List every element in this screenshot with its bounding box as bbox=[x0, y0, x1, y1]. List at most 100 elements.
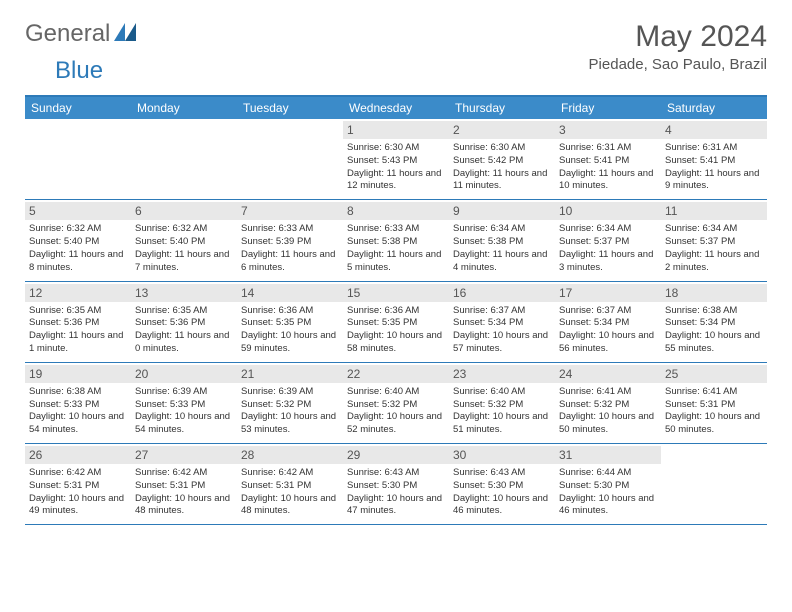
date-number: 18 bbox=[661, 284, 767, 302]
logo-icon bbox=[114, 20, 136, 48]
logo-text-2: Blue bbox=[55, 57, 103, 84]
logo-text-1: General bbox=[25, 20, 110, 48]
date-number: 21 bbox=[237, 365, 343, 383]
month-title: May 2024 bbox=[589, 20, 767, 54]
day-info: Sunrise: 6:42 AMSunset: 5:31 PMDaylight:… bbox=[241, 467, 339, 518]
date-number: 23 bbox=[449, 365, 555, 383]
calendar-cell: 22 Sunrise: 6:40 AMSunset: 5:32 PMDayligh… bbox=[343, 363, 449, 443]
day-info: Sunrise: 6:38 AMSunset: 5:33 PMDaylight:… bbox=[29, 386, 127, 437]
calendar-cell: 3 Sunrise: 6:31 AMSunset: 5:41 PMDaylight… bbox=[555, 119, 661, 199]
date-number: 5 bbox=[25, 202, 131, 220]
calendar-cell: 12 Sunrise: 6:35 AMSunset: 5:36 PMDayligh… bbox=[25, 282, 131, 362]
calendar-cell bbox=[661, 444, 767, 524]
date-number: 16 bbox=[449, 284, 555, 302]
calendar-cell: 28 Sunrise: 6:42 AMSunset: 5:31 PMDayligh… bbox=[237, 444, 343, 524]
date-number: 29 bbox=[343, 446, 449, 464]
calendar-cell: 1Sunrise: 6:30 AMSunset: 5:43 PMDaylight… bbox=[343, 119, 449, 199]
calendar-cell: 8Sunrise: 6:33 AMSunset: 5:38 PMDaylight… bbox=[343, 200, 449, 280]
date-number: 19 bbox=[25, 365, 131, 383]
date-number: 13 bbox=[131, 284, 237, 302]
calendar-cell bbox=[237, 119, 343, 199]
calendar-cell: 5 Sunrise: 6:32 AMSunset: 5:40 PMDaylight… bbox=[25, 200, 131, 280]
calendar-cell bbox=[25, 119, 131, 199]
date-number: 4 bbox=[661, 121, 767, 139]
week-row: 12 Sunrise: 6:35 AMSunset: 5:36 PMDayligh… bbox=[25, 282, 767, 363]
day-info: Sunrise: 6:32 AMSunset: 5:40 PMDaylight:… bbox=[135, 223, 233, 274]
calendar-cell: 31Sunrise: 6:44 AMSunset: 5:30 PMDayligh… bbox=[555, 444, 661, 524]
date-number: 9 bbox=[449, 202, 555, 220]
day-info: Sunrise: 6:39 AMSunset: 5:33 PMDaylight:… bbox=[135, 386, 233, 437]
day-info: Sunrise: 6:30 AMSunset: 5:42 PMDaylight:… bbox=[453, 142, 551, 193]
date-number: 10 bbox=[555, 202, 661, 220]
day-header-tuesday: Tuesday bbox=[237, 97, 343, 119]
title-block: May 2024 Piedade, Sao Paulo, Brazil bbox=[589, 20, 767, 73]
week-row: 1Sunrise: 6:30 AMSunset: 5:43 PMDaylight… bbox=[25, 119, 767, 200]
calendar-cell: 6 Sunrise: 6:32 AMSunset: 5:40 PMDaylight… bbox=[131, 200, 237, 280]
week-row: 26Sunrise: 6:42 AMSunset: 5:31 PMDayligh… bbox=[25, 444, 767, 525]
calendar-cell: 9 Sunrise: 6:34 AMSunset: 5:38 PMDaylight… bbox=[449, 200, 555, 280]
day-info: Sunrise: 6:31 AMSunset: 5:41 PMDaylight:… bbox=[665, 142, 763, 193]
day-info: Sunrise: 6:34 AMSunset: 5:37 PMDaylight:… bbox=[559, 223, 657, 274]
calendar-cell: 2 Sunrise: 6:30 AMSunset: 5:42 PMDaylight… bbox=[449, 119, 555, 199]
date-number: 25 bbox=[661, 365, 767, 383]
calendar-cell: 23 Sunrise: 6:40 AMSunset: 5:32 PMDayligh… bbox=[449, 363, 555, 443]
day-info: Sunrise: 6:40 AMSunset: 5:32 PMDaylight:… bbox=[453, 386, 551, 437]
calendar-cell: 7 Sunrise: 6:33 AMSunset: 5:39 PMDaylight… bbox=[237, 200, 343, 280]
date-number: 2 bbox=[449, 121, 555, 139]
calendar-cell: 21 Sunrise: 6:39 AMSunset: 5:32 PMDayligh… bbox=[237, 363, 343, 443]
date-number: 12 bbox=[25, 284, 131, 302]
date-number: 14 bbox=[237, 284, 343, 302]
day-info: Sunrise: 6:33 AMSunset: 5:39 PMDaylight:… bbox=[241, 223, 339, 274]
calendar-cell: 14 Sunrise: 6:36 AMSunset: 5:35 PMDayligh… bbox=[237, 282, 343, 362]
calendar-cell: 4 Sunrise: 6:31 AMSunset: 5:41 PMDaylight… bbox=[661, 119, 767, 199]
date-number: 11 bbox=[661, 202, 767, 220]
calendar-body: 1Sunrise: 6:30 AMSunset: 5:43 PMDaylight… bbox=[25, 119, 767, 525]
day-header-saturday: Saturday bbox=[661, 97, 767, 119]
calendar-cell: 13Sunrise: 6:35 AMSunset: 5:36 PMDayligh… bbox=[131, 282, 237, 362]
day-info: Sunrise: 6:37 AMSunset: 5:34 PMDaylight:… bbox=[559, 305, 657, 356]
day-header-wednesday: Wednesday bbox=[343, 97, 449, 119]
calendar-cell: 29Sunrise: 6:43 AMSunset: 5:30 PMDayligh… bbox=[343, 444, 449, 524]
calendar-cell: 27 Sunrise: 6:42 AMSunset: 5:31 PMDayligh… bbox=[131, 444, 237, 524]
date-number: 24 bbox=[555, 365, 661, 383]
date-number: 22 bbox=[343, 365, 449, 383]
calendar-cell: 20 Sunrise: 6:39 AMSunset: 5:33 PMDayligh… bbox=[131, 363, 237, 443]
date-number: 3 bbox=[555, 121, 661, 139]
week-row: 19 Sunrise: 6:38 AMSunset: 5:33 PMDayligh… bbox=[25, 363, 767, 444]
date-number: 7 bbox=[237, 202, 343, 220]
calendar-cell bbox=[131, 119, 237, 199]
day-info: Sunrise: 6:34 AMSunset: 5:38 PMDaylight:… bbox=[453, 223, 551, 274]
date-number: 6 bbox=[131, 202, 237, 220]
calendar-cell: 15Sunrise: 6:36 AMSunset: 5:35 PMDayligh… bbox=[343, 282, 449, 362]
day-info: Sunrise: 6:36 AMSunset: 5:35 PMDaylight:… bbox=[347, 305, 445, 356]
day-info: Sunrise: 6:42 AMSunset: 5:31 PMDaylight:… bbox=[135, 467, 233, 518]
calendar-cell: 10 Sunrise: 6:34 AMSunset: 5:37 PMDayligh… bbox=[555, 200, 661, 280]
day-info: Sunrise: 6:38 AMSunset: 5:34 PMDaylight:… bbox=[665, 305, 763, 356]
calendar: SundayMondayTuesdayWednesdayThursdayFrid… bbox=[25, 95, 767, 525]
day-info: Sunrise: 6:36 AMSunset: 5:35 PMDaylight:… bbox=[241, 305, 339, 356]
date-number: 20 bbox=[131, 365, 237, 383]
calendar-cell: 30Sunrise: 6:43 AMSunset: 5:30 PMDayligh… bbox=[449, 444, 555, 524]
date-number: 28 bbox=[237, 446, 343, 464]
day-info: Sunrise: 6:39 AMSunset: 5:32 PMDaylight:… bbox=[241, 386, 339, 437]
day-info: Sunrise: 6:42 AMSunset: 5:31 PMDaylight:… bbox=[29, 467, 127, 518]
calendar-cell: 26 Sunrise: 6:42 AMSunset: 5:31 PMDayligh… bbox=[25, 444, 131, 524]
day-info: Sunrise: 6:37 AMSunset: 5:34 PMDaylight:… bbox=[453, 305, 551, 356]
day-header-sunday: Sunday bbox=[25, 97, 131, 119]
calendar-cell: 18 Sunrise: 6:38 AMSunset: 5:34 PMDayligh… bbox=[661, 282, 767, 362]
day-info: Sunrise: 6:40 AMSunset: 5:32 PMDaylight:… bbox=[347, 386, 445, 437]
date-number: 26 bbox=[25, 446, 131, 464]
calendar-cell: 19 Sunrise: 6:38 AMSunset: 5:33 PMDayligh… bbox=[25, 363, 131, 443]
day-info: Sunrise: 6:30 AMSunset: 5:43 PMDaylight:… bbox=[347, 142, 445, 193]
calendar-cell: 24 Sunrise: 6:41 AMSunset: 5:32 PMDayligh… bbox=[555, 363, 661, 443]
day-header-friday: Friday bbox=[555, 97, 661, 119]
day-info: Sunrise: 6:35 AMSunset: 5:36 PMDaylight:… bbox=[29, 305, 127, 356]
day-info: Sunrise: 6:34 AMSunset: 5:37 PMDaylight:… bbox=[665, 223, 763, 274]
day-info: Sunrise: 6:33 AMSunset: 5:38 PMDaylight:… bbox=[347, 223, 445, 274]
day-info: Sunrise: 6:44 AMSunset: 5:30 PMDaylight:… bbox=[559, 467, 657, 518]
date-number: 27 bbox=[131, 446, 237, 464]
day-info: Sunrise: 6:41 AMSunset: 5:32 PMDaylight:… bbox=[559, 386, 657, 437]
location: Piedade, Sao Paulo, Brazil bbox=[589, 56, 767, 73]
day-info: Sunrise: 6:32 AMSunset: 5:40 PMDaylight:… bbox=[29, 223, 127, 274]
day-info: Sunrise: 6:31 AMSunset: 5:41 PMDaylight:… bbox=[559, 142, 657, 193]
